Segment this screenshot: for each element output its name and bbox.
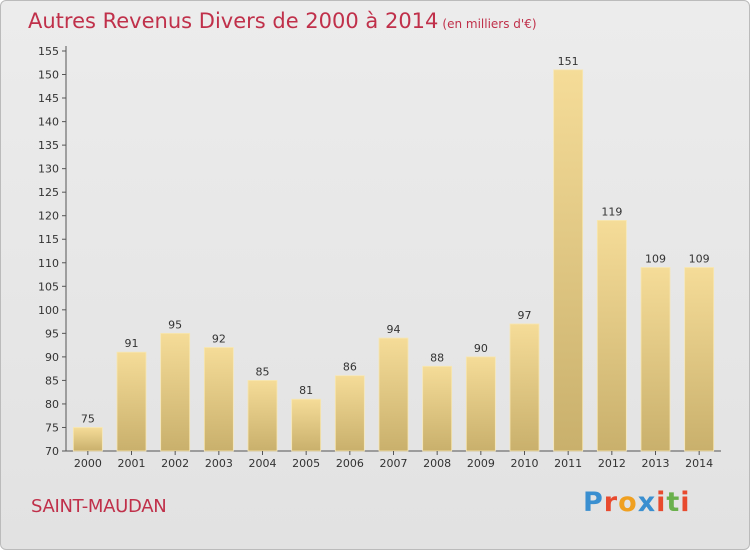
bar [160, 332, 191, 452]
y-tick-label: 130 [38, 163, 59, 176]
bar [553, 69, 584, 452]
logo-letter: i [656, 487, 667, 518]
x-tick-label: 2005 [292, 457, 320, 470]
bar-value-label: 95 [168, 318, 182, 331]
bar [116, 351, 147, 452]
x-tick-label: 2008 [423, 457, 451, 470]
bar-value-label: 88 [430, 351, 444, 364]
bar-value-label: 81 [299, 384, 313, 397]
bar [465, 356, 496, 452]
logo-letter: o [618, 487, 638, 518]
bar-value-label: 86 [343, 361, 357, 374]
y-tick-label: 120 [38, 210, 59, 223]
bar [509, 323, 540, 452]
y-tick-label: 115 [38, 233, 59, 246]
bar-value-label: 92 [212, 332, 226, 345]
x-tick-label: 2006 [336, 457, 364, 470]
y-tick-label: 155 [38, 45, 59, 58]
bar-value-label: 91 [125, 337, 139, 350]
bar [247, 380, 278, 452]
proxiti-logo: Proxiti [583, 487, 691, 518]
bar-value-label: 94 [387, 323, 401, 336]
bar [72, 427, 103, 452]
x-tick-label: 2010 [511, 457, 539, 470]
x-tick-label: 2004 [249, 457, 277, 470]
x-tick-label: 2009 [467, 457, 495, 470]
logo-letter: r [603, 487, 619, 518]
bar-value-label: 90 [474, 342, 488, 355]
chart-subtitle: (en milliers d'€) [442, 17, 537, 31]
place-name: SAINT-MAUDAN [31, 496, 167, 517]
x-tick-label: 2014 [685, 457, 713, 470]
x-tick-label: 2003 [205, 457, 233, 470]
y-tick-label: 80 [45, 398, 59, 411]
bar-value-label: 151 [558, 55, 579, 68]
y-tick-label: 105 [38, 280, 59, 293]
y-tick-label: 140 [38, 116, 59, 129]
y-tick-label: 100 [38, 304, 59, 317]
x-tick-label: 2002 [161, 457, 189, 470]
logo-letter: t [666, 487, 681, 518]
bar [640, 267, 671, 452]
bar-value-label: 109 [645, 252, 666, 265]
y-tick-label: 85 [45, 374, 59, 387]
y-tick-label: 75 [45, 421, 59, 434]
bar [291, 398, 322, 452]
x-tick-label: 2001 [118, 457, 146, 470]
y-tick-label: 110 [38, 257, 59, 270]
chart-title-text: Autres Revenus Divers de 2000 à 2014 [28, 9, 439, 33]
bar [684, 267, 715, 452]
logo-letter: x [637, 487, 657, 518]
logo-letter: i [680, 487, 691, 518]
bar-value-label: 85 [256, 365, 270, 378]
y-tick-label: 145 [38, 92, 59, 105]
x-tick-label: 2007 [380, 457, 408, 470]
bar-value-label: 109 [689, 252, 710, 265]
bar [596, 220, 627, 452]
y-tick-label: 135 [38, 139, 59, 152]
x-tick-label: 2012 [598, 457, 626, 470]
y-tick-label: 95 [45, 327, 59, 340]
logo-letter: P [583, 487, 604, 518]
bar [334, 375, 365, 452]
bar-value-label: 75 [81, 412, 95, 425]
bar-value-label: 119 [601, 205, 622, 218]
y-tick-label: 125 [38, 186, 59, 199]
y-tick-label: 70 [45, 445, 59, 458]
chart-title: Autres Revenus Divers de 2000 à 2014 (en … [28, 9, 537, 33]
bar [422, 365, 453, 452]
x-tick-label: 2011 [554, 457, 582, 470]
bar-value-label: 97 [518, 309, 532, 322]
x-tick-label: 2000 [74, 457, 102, 470]
x-tick-label: 2013 [642, 457, 670, 470]
y-tick-label: 150 [38, 69, 59, 82]
bar [203, 347, 234, 452]
bar [378, 337, 409, 452]
y-tick-label: 90 [45, 351, 59, 364]
